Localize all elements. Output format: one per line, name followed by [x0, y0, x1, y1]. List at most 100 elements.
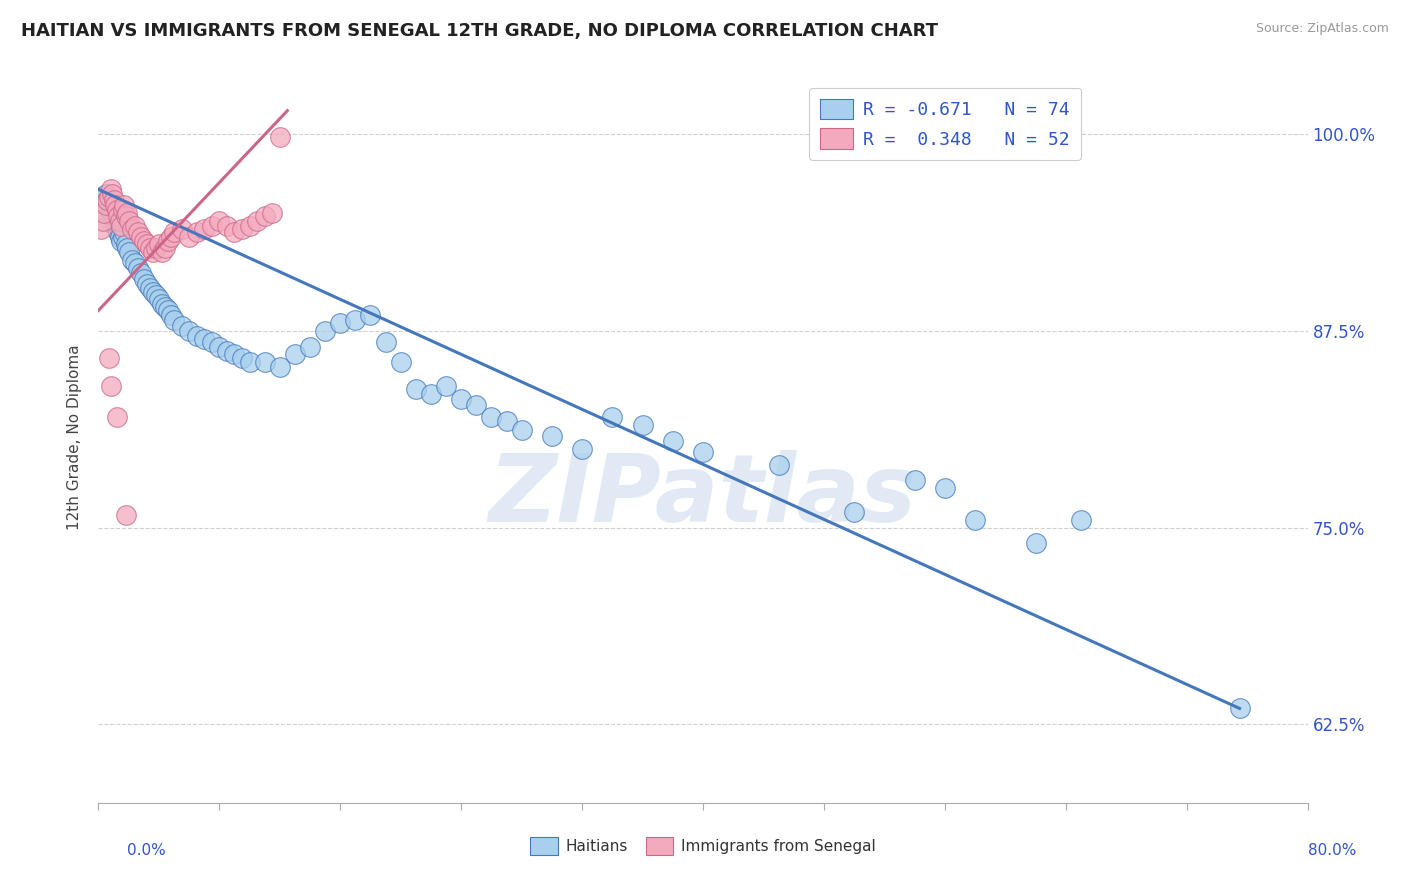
Point — [111, 202, 134, 217]
Point — [91, 214, 114, 228]
Text: 80.0%: 80.0% — [1309, 843, 1357, 858]
Point — [115, 206, 138, 220]
Point — [100, 206, 122, 220]
Point — [101, 209, 124, 223]
Point — [253, 355, 276, 369]
Point — [105, 202, 128, 217]
Point — [299, 340, 322, 354]
Point — [148, 293, 170, 307]
Point — [105, 221, 128, 235]
Point — [193, 332, 215, 346]
Point — [389, 355, 412, 369]
Point — [150, 297, 173, 311]
Point — [104, 198, 127, 212]
Point — [224, 347, 246, 361]
Point — [160, 308, 183, 322]
Point — [420, 387, 443, 401]
Point — [145, 241, 167, 255]
Point — [1070, 513, 1092, 527]
Point — [124, 219, 146, 233]
Point — [132, 234, 155, 248]
Point — [193, 221, 215, 235]
Point — [153, 241, 176, 255]
Point — [127, 260, 149, 275]
Point — [150, 245, 173, 260]
Point — [142, 245, 165, 260]
Point — [253, 209, 276, 223]
Point — [450, 392, 472, 406]
Point — [208, 214, 231, 228]
Point — [142, 285, 165, 299]
Point — [139, 241, 162, 255]
Point — [103, 194, 125, 208]
Point — [110, 219, 132, 233]
Point — [96, 194, 118, 208]
Point — [112, 225, 135, 239]
Point — [269, 130, 291, 145]
Point — [1024, 536, 1046, 550]
Point — [148, 237, 170, 252]
Point — [139, 281, 162, 295]
Point — [1229, 701, 1251, 715]
Point — [481, 410, 503, 425]
Point — [90, 221, 112, 235]
Point — [100, 182, 122, 196]
Point — [101, 187, 124, 202]
Point — [571, 442, 593, 456]
Point — [329, 316, 352, 330]
Point — [132, 272, 155, 286]
Point — [98, 198, 121, 212]
Point — [100, 379, 122, 393]
Point — [94, 198, 117, 212]
Point — [465, 398, 488, 412]
Point — [239, 219, 262, 233]
Point — [215, 344, 238, 359]
Point — [160, 229, 183, 244]
Point — [844, 505, 866, 519]
Point — [121, 221, 143, 235]
Point — [127, 225, 149, 239]
Point — [156, 234, 179, 248]
Point — [540, 429, 562, 443]
Point — [934, 481, 956, 495]
Point — [105, 410, 128, 425]
Point — [405, 382, 427, 396]
Point — [98, 351, 121, 365]
Point — [98, 190, 121, 204]
Point — [284, 347, 307, 361]
Point — [107, 225, 129, 239]
Point — [179, 229, 201, 244]
Point — [94, 187, 117, 202]
Point — [510, 423, 533, 437]
Point — [231, 351, 253, 365]
Point — [114, 237, 136, 252]
Point — [246, 214, 269, 228]
Point — [186, 328, 208, 343]
Point — [602, 410, 624, 425]
Point — [231, 221, 253, 235]
Point — [965, 513, 987, 527]
Text: ZIPatlas: ZIPatlas — [489, 450, 917, 541]
Point — [201, 334, 224, 349]
Point — [208, 340, 231, 354]
Point — [631, 418, 654, 433]
Point — [135, 277, 157, 291]
Text: HAITIAN VS IMMIGRANTS FROM SENEGAL 12TH GRADE, NO DIPLOMA CORRELATION CHART: HAITIAN VS IMMIGRANTS FROM SENEGAL 12TH … — [21, 22, 938, 40]
Point — [96, 194, 118, 208]
Point — [124, 256, 146, 270]
Point — [108, 214, 131, 228]
Legend: Haitians, Immigrants from Senegal: Haitians, Immigrants from Senegal — [524, 831, 882, 861]
Point — [156, 303, 179, 318]
Point — [314, 324, 336, 338]
Point — [201, 219, 224, 233]
Point — [118, 245, 141, 260]
Point — [121, 253, 143, 268]
Point — [186, 225, 208, 239]
Point — [118, 214, 141, 228]
Point — [114, 508, 136, 522]
Point — [269, 360, 291, 375]
Point — [104, 219, 127, 233]
Point — [360, 308, 382, 322]
Point — [904, 473, 927, 487]
Point — [224, 225, 246, 239]
